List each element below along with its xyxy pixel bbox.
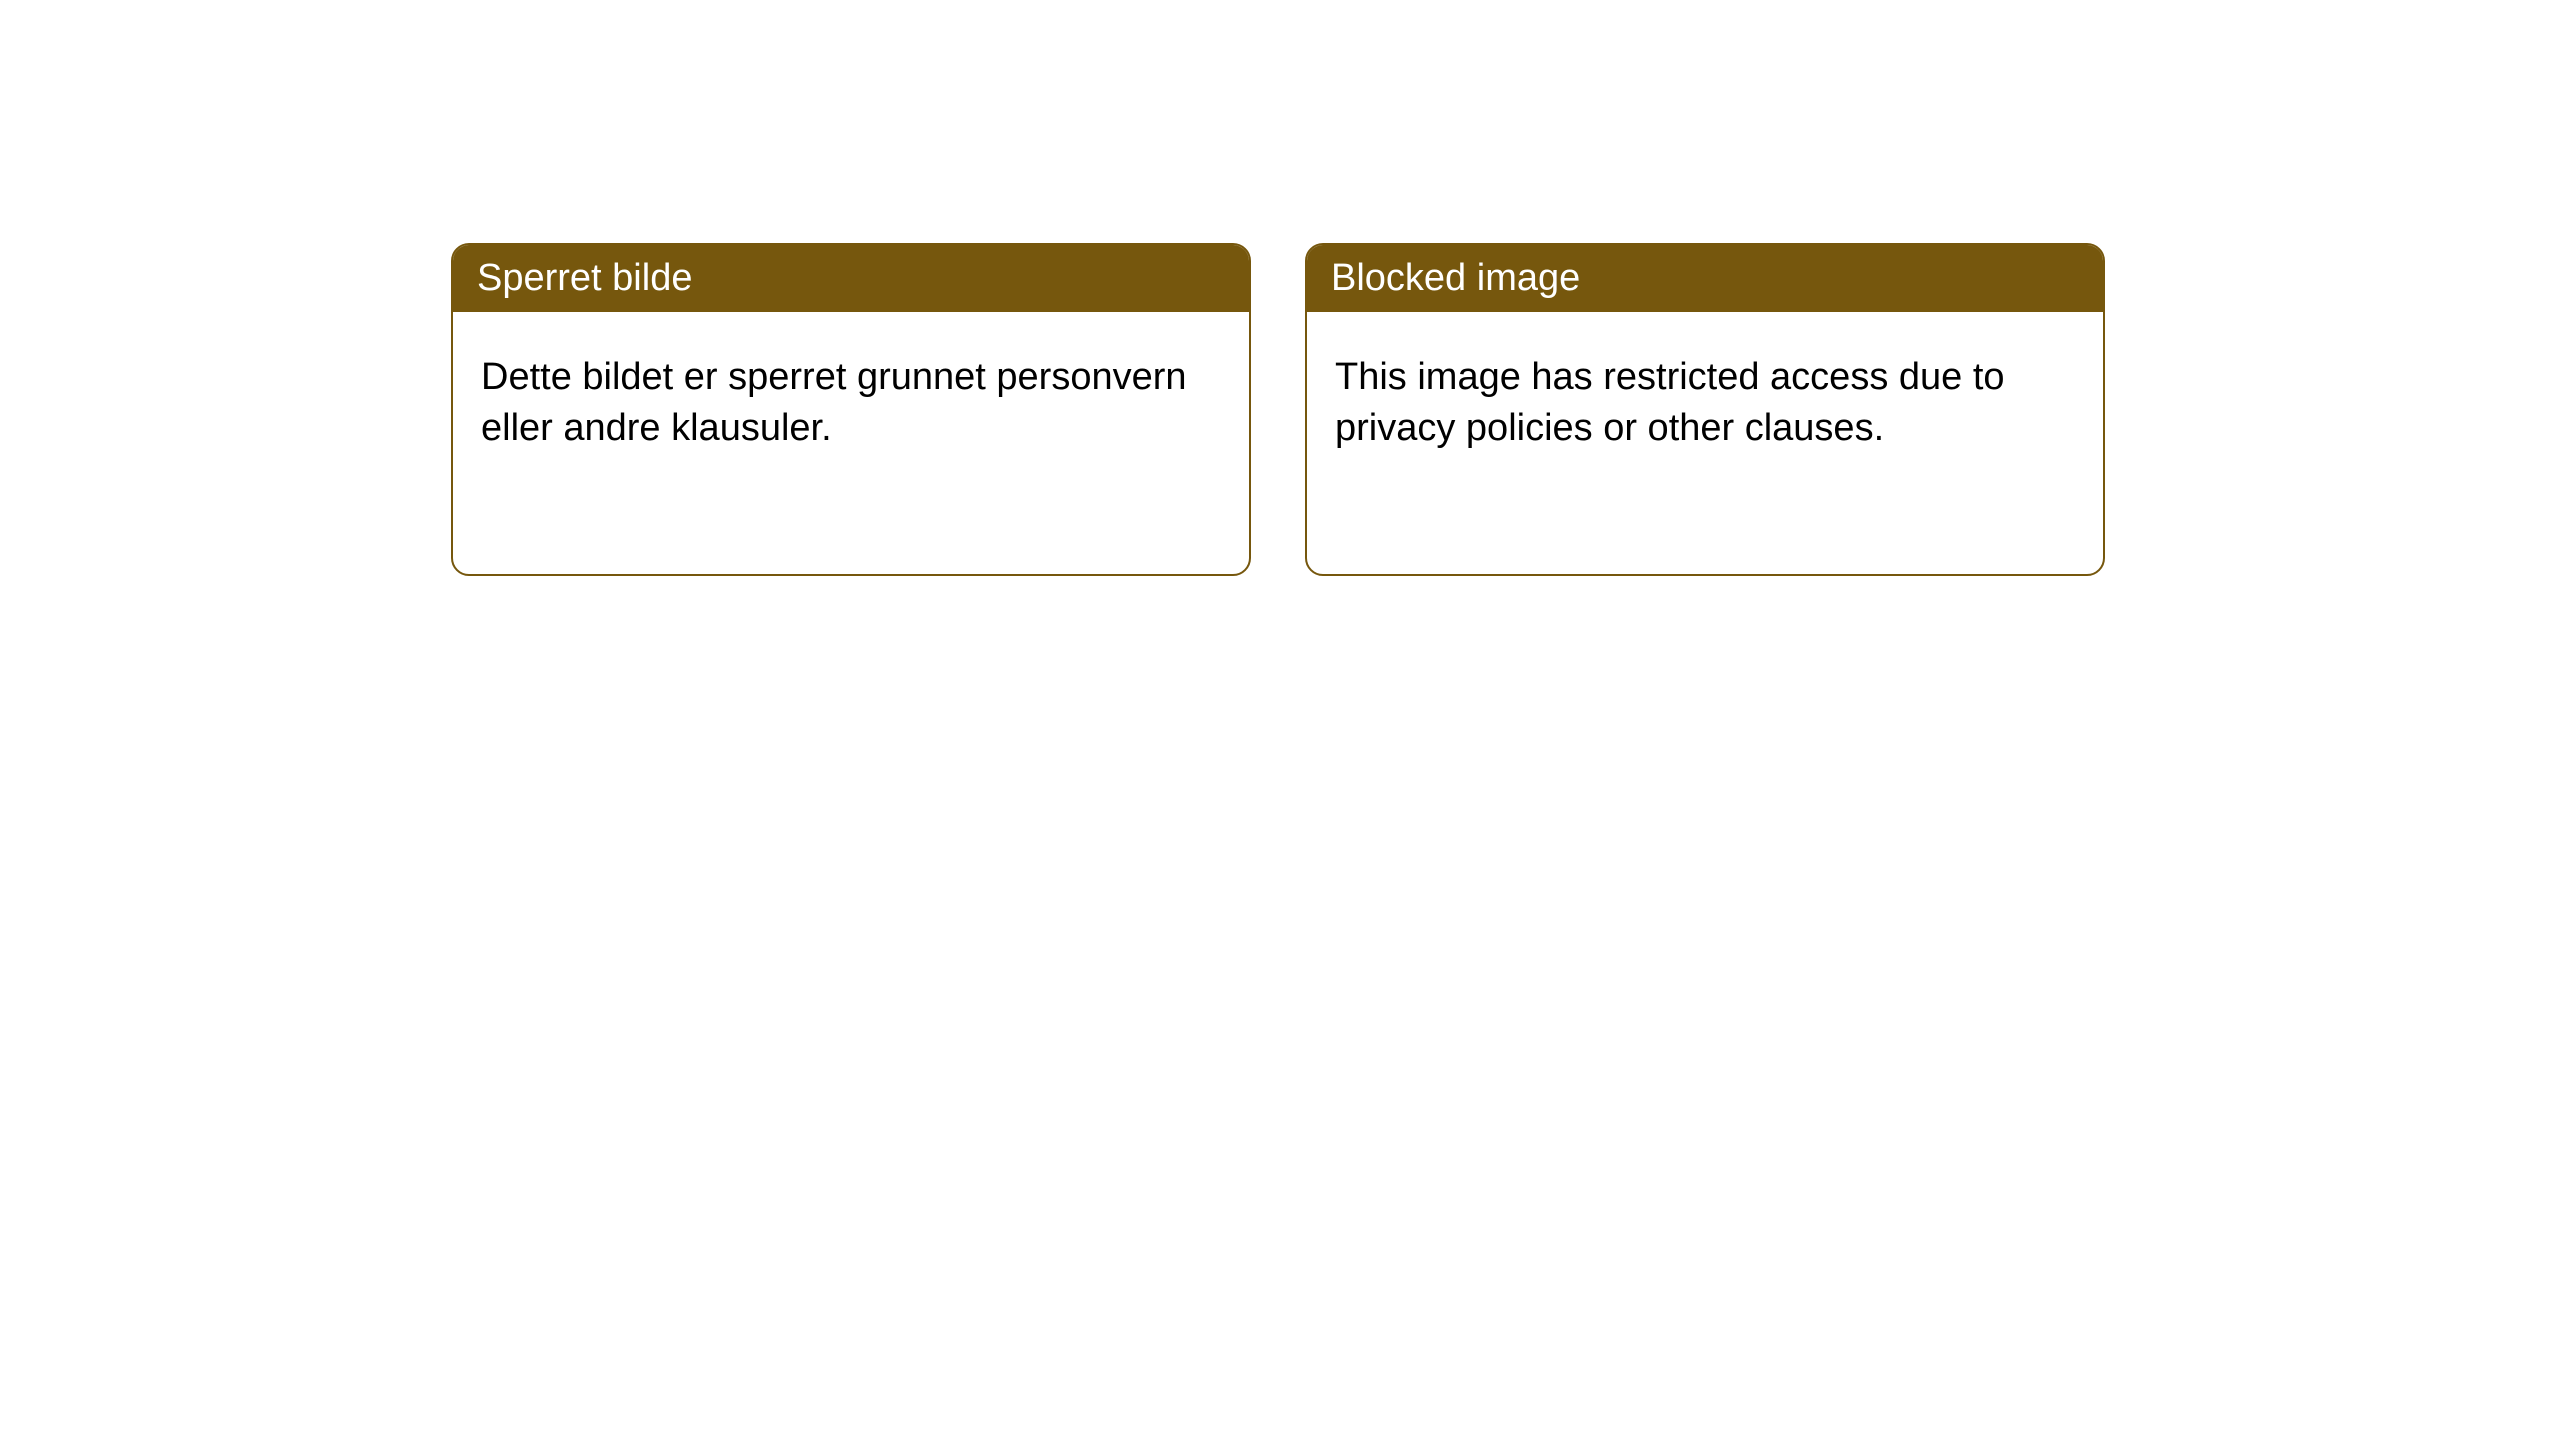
notice-card-norwegian: Sperret bilde Dette bildet er sperret gr…	[451, 243, 1251, 576]
notice-body: Dette bildet er sperret grunnet personve…	[453, 312, 1249, 483]
notice-title: Sperret bilde	[453, 245, 1249, 312]
notice-container: Sperret bilde Dette bildet er sperret gr…	[0, 0, 2560, 576]
notice-card-english: Blocked image This image has restricted …	[1305, 243, 2105, 576]
notice-title: Blocked image	[1307, 245, 2103, 312]
notice-body: This image has restricted access due to …	[1307, 312, 2103, 483]
